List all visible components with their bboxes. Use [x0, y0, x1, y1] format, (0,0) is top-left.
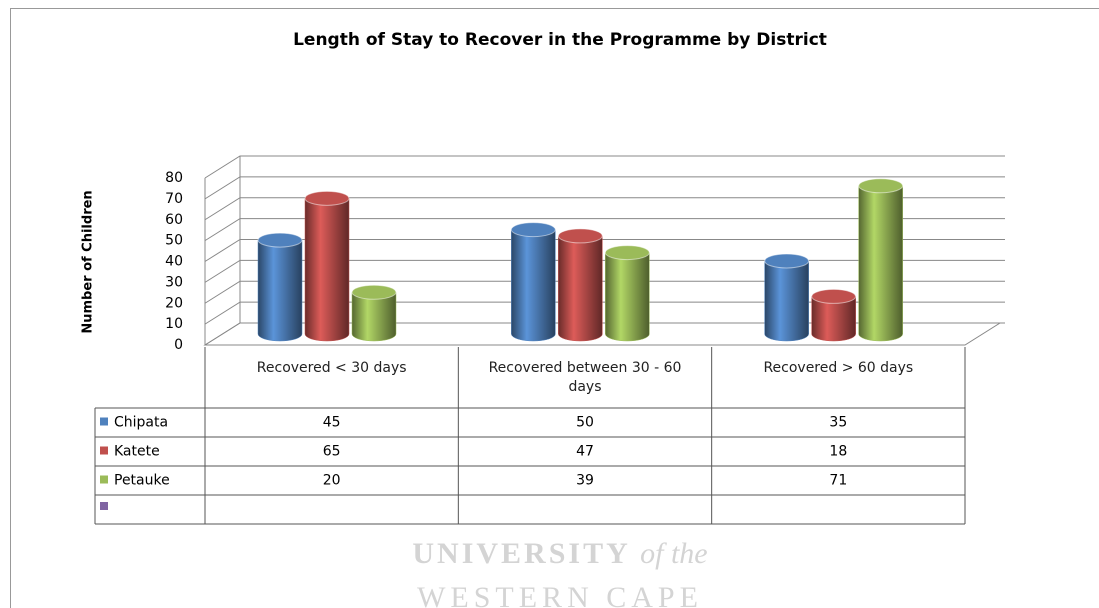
bar-top: [604, 245, 650, 261]
y-axis-label: Number of Children: [81, 190, 96, 333]
bar-top: [858, 178, 904, 194]
grid-line: [204, 176, 1005, 200]
bar-top: [304, 190, 350, 206]
bar: [557, 228, 603, 342]
bar-body: [257, 239, 303, 342]
bar-top: [510, 222, 556, 238]
grid-line: [204, 155, 1005, 179]
grid-line: [204, 259, 1005, 283]
watermark-text: UNIVERSITY: [412, 537, 629, 570]
y-tick-label: 40: [165, 254, 183, 270]
bar-top: [351, 284, 397, 300]
bar-top: [764, 253, 810, 269]
bar-body: [304, 198, 350, 342]
y-tick-label: 0: [174, 337, 183, 353]
legend-swatch: [100, 502, 108, 510]
watermark: UNIVERSITY of the: [412, 537, 707, 570]
x-tick-label: Recovered < 30 days: [256, 360, 407, 376]
y-tick-label: 10: [165, 316, 183, 332]
watermark: WESTERN CAPE: [417, 581, 703, 608]
legend-label: Katete: [114, 444, 160, 460]
bar-top: [811, 288, 857, 304]
y-tick-label: 80: [165, 170, 183, 186]
bar: [858, 178, 904, 342]
bar: [510, 222, 556, 342]
legend-swatch: [100, 475, 108, 484]
y-tick-label: 50: [165, 233, 183, 249]
chart-border: [10, 8, 1099, 608]
table-value: 50: [576, 415, 594, 431]
table-value: 47: [576, 444, 594, 460]
chart-title: Length of Stay to Recover in the Program…: [293, 30, 827, 50]
legend-swatch: [100, 446, 108, 455]
table-value: 18: [829, 444, 847, 460]
y-tick-label: 60: [165, 212, 183, 228]
grid-line: [204, 280, 1005, 304]
bar-body: [605, 252, 650, 342]
bar-body: [858, 185, 903, 342]
y-tick-label: 70: [165, 191, 183, 207]
bar-top: [257, 232, 303, 248]
bar: [257, 232, 303, 342]
bar: [811, 288, 857, 342]
y-tick-label: 30: [165, 274, 183, 290]
table-value: 45: [323, 415, 341, 431]
bar-body: [511, 229, 556, 342]
table-value: 39: [576, 473, 594, 489]
bar: [764, 253, 810, 342]
grid-line: [204, 239, 1005, 262]
legend-swatch: [100, 417, 108, 426]
watermark-text: of the: [640, 537, 708, 570]
bar-body: [764, 260, 809, 342]
bar: [604, 245, 650, 342]
bar-top: [557, 228, 603, 244]
bar: [351, 284, 397, 342]
table-value: 71: [829, 473, 847, 489]
table-value: 35: [829, 415, 847, 431]
legend-label: Petauke: [114, 473, 170, 489]
y-tick-label: 20: [165, 295, 183, 311]
x-tick-label: Recovered > 60 days: [763, 360, 914, 376]
table-value: 20: [323, 473, 341, 489]
grid-line: [204, 197, 1005, 221]
legend-label: Chipata: [114, 415, 168, 431]
bar-body: [351, 292, 397, 342]
x-tick-label: Recovered between 30 - 60 days: [488, 360, 682, 395]
bar-body: [558, 235, 603, 342]
grid-line: [204, 301, 1005, 325]
bar: [304, 190, 350, 342]
grid-line: [204, 218, 1005, 242]
grid-line: [204, 322, 1005, 346]
bar-body: [811, 296, 856, 342]
table-value: 65: [323, 444, 341, 460]
